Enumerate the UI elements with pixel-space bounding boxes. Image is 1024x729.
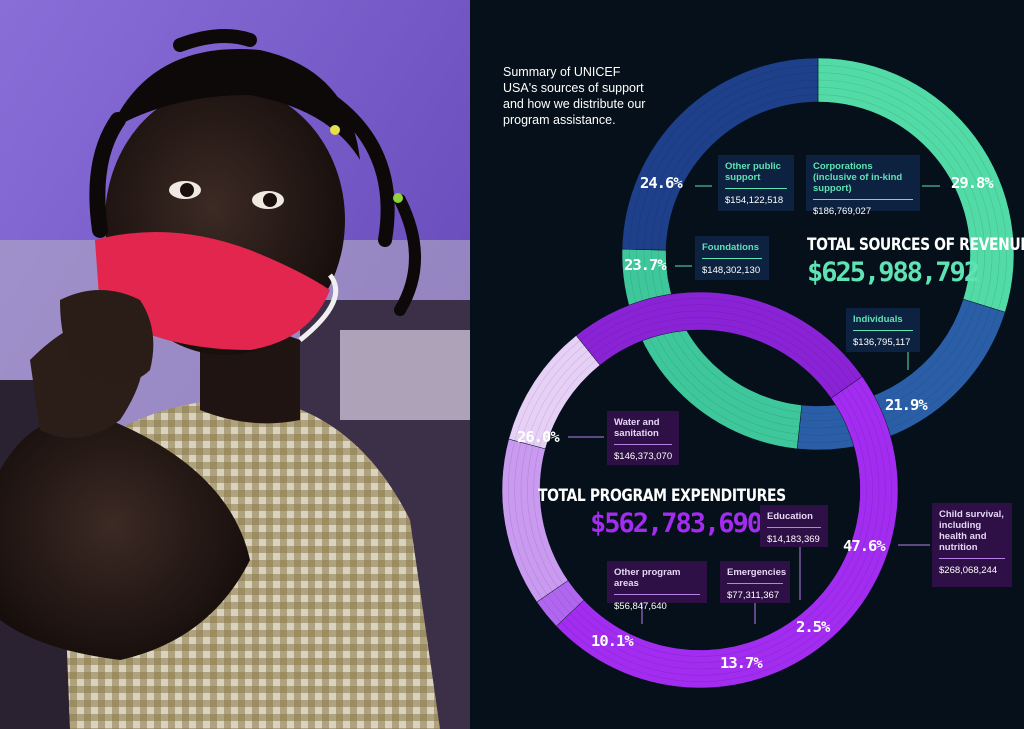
expenditure-title: TOTAL PROGRAM EXPENDITURES [538, 486, 786, 506]
exp-ring-stripe [533, 447, 564, 585]
label-foundations: Foundations $148,302,130 [695, 236, 769, 280]
rev-ring-stripe [629, 249, 798, 442]
exp-ring-slice-emergencies [501, 438, 569, 603]
exp-ring-stripe [565, 383, 886, 676]
exp-ring-stripe [579, 298, 858, 381]
exp-ring-stripe [595, 323, 837, 395]
exp-ring-stripe [527, 445, 558, 588]
rev-ring-stripe [636, 249, 799, 435]
rev-ring-stripe [651, 87, 819, 250]
rev-ring-stripe [643, 79, 819, 250]
pct-foundations: 23.7% [624, 256, 667, 274]
pct-individuals: 21.9% [885, 396, 928, 414]
label-child-survival: Child survival, including health and nut… [932, 503, 1012, 587]
exp-ring-stripe [587, 310, 847, 388]
expenditure-total: $562,783,690 [590, 508, 763, 539]
pct-water: 26.0% [517, 428, 560, 446]
exp-ring-slice-child [555, 376, 899, 689]
rev-ring-stripe [800, 301, 971, 414]
label-emergencies: Emergencies $77,311,367 [720, 561, 790, 603]
pct-education: 2.5% [796, 618, 830, 636]
rev-ring-stripe [817, 65, 1007, 311]
rev-ring-stripe [817, 94, 978, 302]
pct-emergencies: 13.7% [720, 654, 763, 672]
rev-ring-stripe [817, 87, 985, 304]
revenue-total: $625,988,792 [807, 257, 980, 288]
exp-ring-stripe [583, 304, 853, 384]
rev-ring-slice-other [621, 57, 819, 251]
rev-ring-slice-corporations [817, 57, 1015, 313]
exp-ring-stripe [508, 440, 543, 599]
pct-child-survival: 47.6% [843, 537, 886, 555]
child-photo [0, 0, 470, 729]
exp-ring-stripe [514, 340, 581, 441]
rev-ring-stripe [800, 303, 978, 421]
label-individuals: Individuals $136,795,117 [846, 308, 920, 352]
label-other-program: Other program areas $56,847,640 [607, 561, 707, 612]
label-other-public: Other public support $154,122,518 [718, 155, 794, 211]
exp-ring-stripe [579, 394, 867, 657]
rev-ring-stripe [629, 65, 819, 250]
pct-other-program: 10.1% [591, 632, 634, 650]
rev-ring-stripe [817, 72, 1000, 308]
pct-corporations: 29.8% [951, 174, 994, 192]
rev-ring-stripe [817, 79, 993, 306]
exp-ring-stripe [532, 354, 593, 446]
rev-ring-stripe [799, 305, 985, 429]
exp-ring-slice-water [575, 291, 863, 399]
label-education: Education $14,183,369 [760, 505, 828, 547]
rev-ring-stripe [658, 249, 802, 413]
donut-charts [501, 57, 1015, 689]
rev-ring-stripe [651, 249, 801, 421]
revenue-title: TOTAL SOURCES OF REVENUE [807, 235, 1024, 255]
rev-ring-stripe [798, 307, 992, 436]
pct-other-public: 24.6% [640, 174, 683, 192]
rev-ring-stripe [643, 249, 800, 428]
exp-ring-stripe [520, 443, 553, 592]
exp-ring-stripe [560, 379, 892, 682]
rev-ring-stripe [636, 72, 819, 250]
summary-text: Summary of UNICEF USA's sources of suppo… [503, 65, 646, 127]
rev-ring-stripe [658, 94, 819, 251]
rev-ring-stripe [797, 309, 999, 443]
label-water: Water and sanitation $146,373,070 [607, 411, 679, 465]
expenditure-donut [501, 291, 899, 689]
exp-ring-stripe [514, 442, 548, 596]
exp-ring-stripe [591, 317, 842, 392]
exp-ring-stripe [569, 387, 880, 670]
exp-ring-stripe [574, 390, 873, 663]
exp-ring-stripe [538, 359, 597, 448]
label-corporations: Corporations (inclusive of in-kind suppo… [806, 155, 920, 217]
